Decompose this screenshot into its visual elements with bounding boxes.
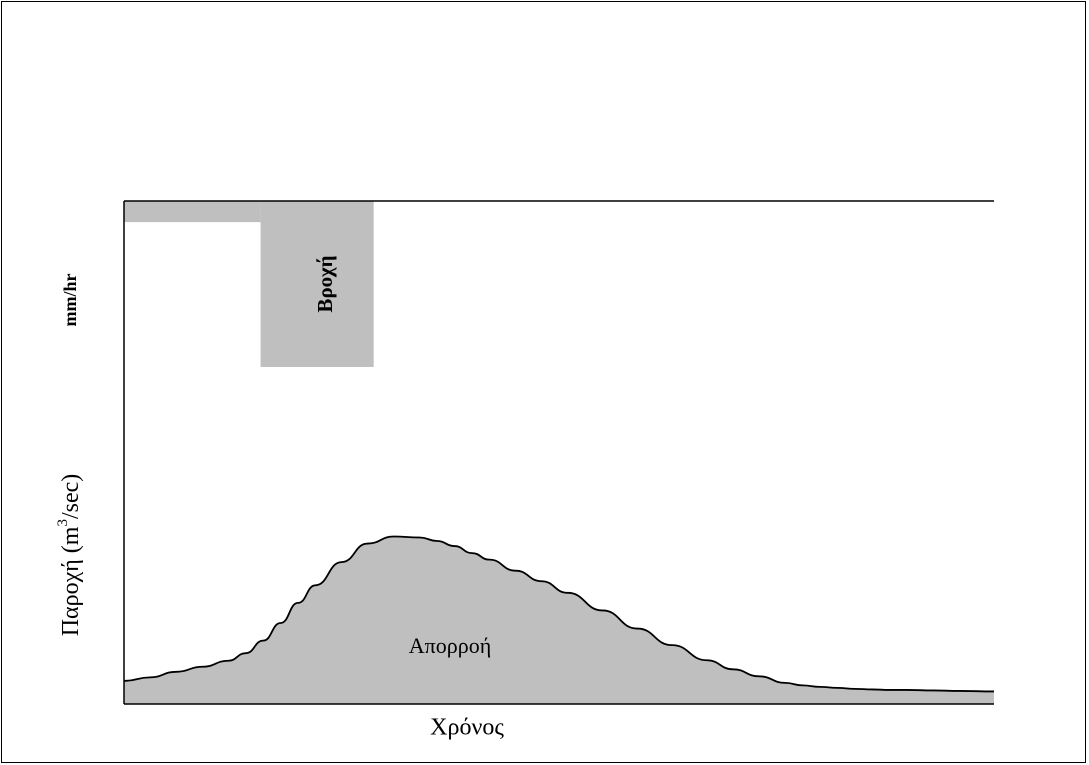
rain-series-label: Βροχή — [313, 255, 337, 312]
rain-bar-2 — [260, 201, 374, 367]
y-axis-label: Παροχή (m3/sec) — [55, 474, 83, 637]
runoff-curve — [123, 535, 995, 693]
x-axis-label: Χρόνος — [430, 715, 504, 741]
rain-axis-label: mm/hr — [60, 274, 80, 327]
chart-axes — [123, 200, 994, 705]
rain-bar-1 — [124, 201, 261, 223]
y-axis-label-tail: /sec) — [58, 474, 84, 519]
runoff-area — [124, 536, 994, 704]
y-axis-label-superscript: 3 — [55, 519, 71, 527]
y-axis-label-base: Παροχή (m — [58, 526, 84, 636]
rainfall-hyetograph — [124, 201, 374, 367]
runoff-hydrograph — [123, 535, 995, 704]
runoff-series-label: Απορροή — [409, 633, 491, 658]
